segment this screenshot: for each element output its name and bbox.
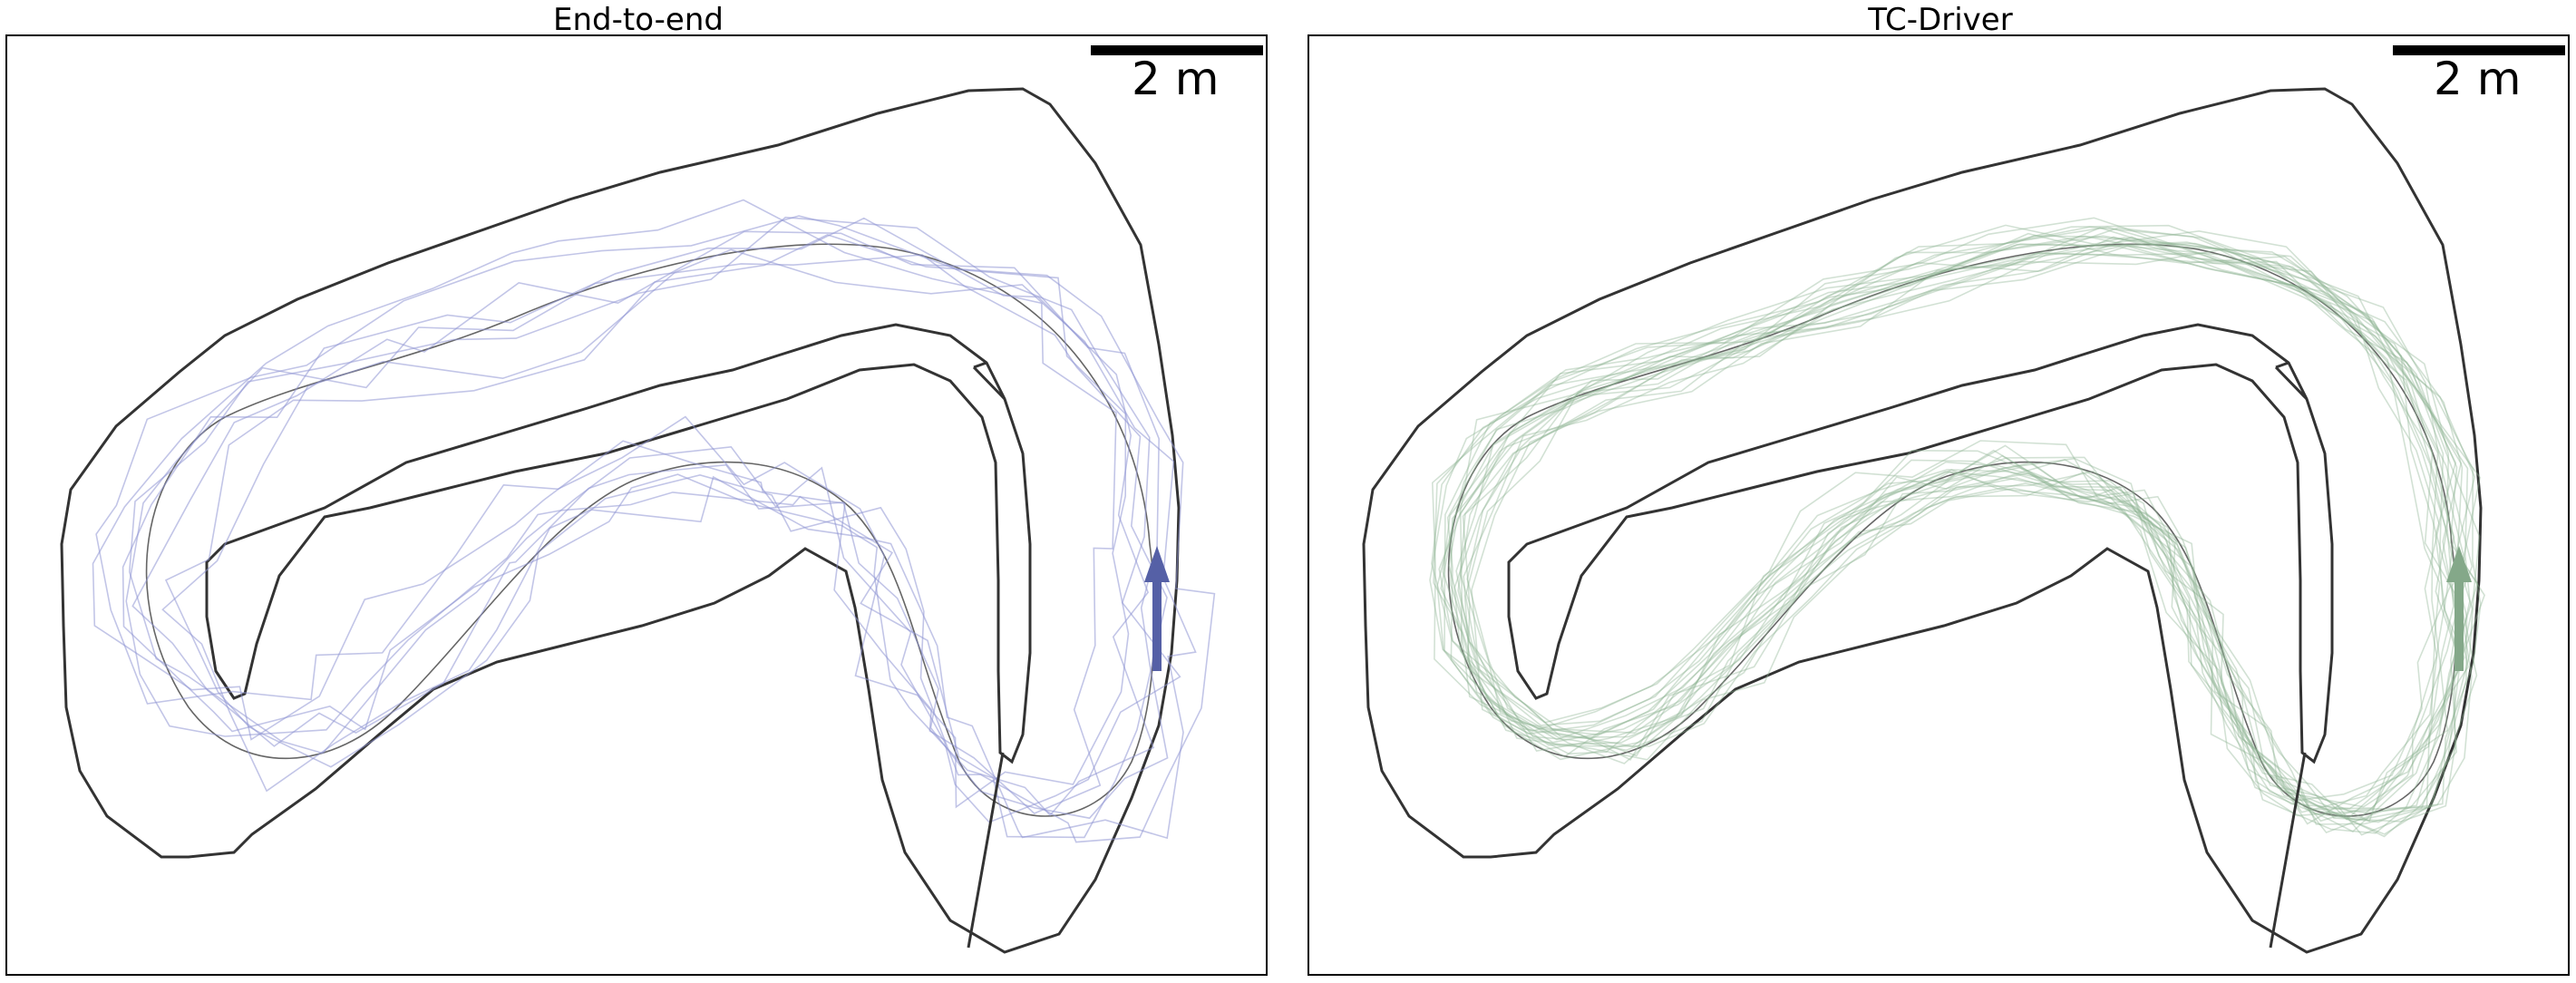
direction-arrow [1144,546,1170,671]
trajectory-line [122,217,1155,817]
trajectory-line [1459,242,2481,836]
trajectory-line [1433,224,2441,808]
finish-line [967,752,1005,949]
scale-bar-label: 2 m [1132,53,1220,105]
panel-end-to-end: End-to-end 2 m [5,0,1271,983]
trajectory-line [95,215,1130,809]
inner-track-boundary [1507,323,2334,764]
inner-track-ridge [2274,361,2309,401]
trajectory-line [1446,243,2468,822]
trajectory-line [1466,245,2482,814]
track-map [1362,45,2565,954]
outer-track-boundary [60,87,1181,954]
trajectory-line [1455,227,2469,822]
trajectory-line [131,230,1169,820]
panel-tc-driver: TC-Driver 2 m [1307,0,2573,983]
trajectory-line [1438,235,2459,810]
outer-track-boundary [1362,87,2483,954]
trajectory-line [1462,237,2478,822]
trajectory-line [125,254,1168,839]
trajectories [1429,217,2485,838]
panel-title: TC-Driver [1868,2,2013,38]
scale-bar [2393,45,2565,55]
trajectory-line [1464,236,2471,838]
trajectory-line [1453,252,2479,834]
trajectory-line [1463,248,2473,825]
trajectory-line [1436,226,2455,813]
trajectory-line [1429,224,2441,819]
scale-bar-label: 2 m [2434,53,2522,105]
raceline [1447,243,2457,817]
raceline [145,243,1155,817]
trajectory-line [1442,232,2461,825]
scale-bar [1091,45,1263,55]
trajectory-line [1450,235,2462,811]
trajectory-line [128,216,1181,823]
finish-line [2269,752,2307,949]
trajectory-line [1448,227,2465,832]
direction-arrow [2446,546,2472,671]
trajectory-line [1459,251,2485,834]
trajectory-line [1431,235,2452,802]
trajectory-line [1444,226,2454,817]
inner-track-ridge [972,361,1006,401]
panel-title: End-to-end [553,2,724,38]
trajectory-line [1457,236,2474,823]
plot-frame: 2 m [5,34,1268,976]
trajectory-line [164,234,1216,843]
trajectory-line [161,248,1197,840]
inner-track-boundary [205,323,1032,764]
trajectory-line [1431,217,2457,821]
track-map [60,45,1263,954]
trajectory-line [1440,241,2448,822]
trajectories [92,199,1216,843]
plot-frame: 2 m [1307,34,2570,976]
